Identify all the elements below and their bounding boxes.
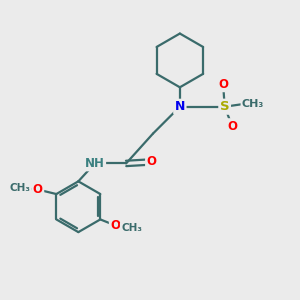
Text: NH: NH xyxy=(85,157,105,170)
Text: S: S xyxy=(220,100,230,113)
Text: O: O xyxy=(227,120,237,133)
Text: CH₃: CH₃ xyxy=(9,183,30,193)
Text: O: O xyxy=(33,183,43,196)
Text: N: N xyxy=(175,100,185,113)
Text: O: O xyxy=(146,155,157,168)
Text: O: O xyxy=(218,78,228,91)
Text: O: O xyxy=(110,219,120,232)
Text: CH₃: CH₃ xyxy=(121,224,142,233)
Text: CH₃: CH₃ xyxy=(242,99,264,109)
